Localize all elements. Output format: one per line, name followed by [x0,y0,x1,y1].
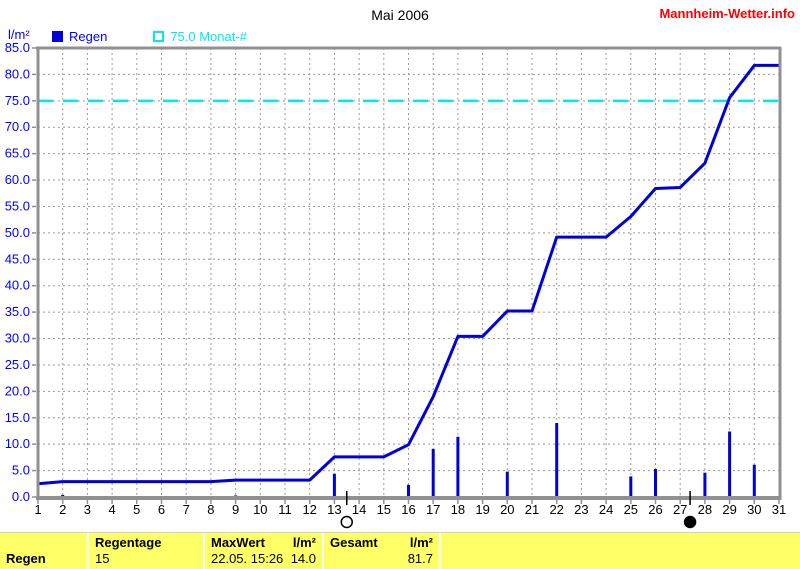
x-tick-label: 1 [34,502,41,517]
maxwert-unit: l/m² [292,535,316,550]
y-tick-label: 35.0 [5,304,30,319]
maxwert-value: 14.0 [290,551,316,566]
y-tick-label: 70.0 [5,119,30,134]
maxwert-datetime: 22.05. 15:26 [211,551,284,566]
chart-legend: Regen 75.0 Monat-# [52,29,247,44]
table-gesamt-cell: Gesamt l/m² 81.7 [322,533,439,569]
new-moon-icon [683,515,697,529]
legend-item-threshold: 75.0 Monat-# [153,29,247,44]
x-tick-label: 31 [772,502,786,517]
y-tick-label: 85.0 [5,40,30,55]
table-maxwert-cell: MaxWert l/m² 22.05. 15:26 14.0 [203,533,322,569]
y-tick-label: 30.0 [5,331,30,346]
x-tick-label: 22 [549,502,563,517]
x-tick-label: 29 [722,502,736,517]
legend-item-regen: Regen [52,29,107,44]
legend-regen-label: Regen [69,29,108,44]
x-tick-label: 28 [698,502,712,517]
x-tick-label: 10 [253,502,267,517]
y-tick-label: 40.0 [5,278,30,293]
full-moon-icon [340,515,353,529]
y-tick-label: 45.0 [5,251,30,266]
x-tick-label: 23 [574,502,588,517]
y-tick-label: 20.0 [5,383,30,398]
x-tick-label: 19 [475,502,489,517]
regentage-header: Regentage [95,535,162,550]
x-tick-label: 11 [278,502,292,517]
x-tick-label: 27 [673,502,687,517]
x-tick-label: 2 [59,502,66,517]
y-tick-label: 25.0 [5,357,30,372]
x-tick-label: 16 [401,502,415,517]
x-tick-label: 14 [352,502,366,517]
x-tick-label: 8 [207,502,214,517]
regentage-value: 15 [95,551,110,566]
legend-threshold-label: 75.0 Monat-# [170,29,247,44]
x-tick-label: 26 [648,502,662,517]
y-axis-unit-label: l/m² [8,27,30,42]
x-tick-label: 24 [599,502,613,517]
x-tick-label: 9 [232,502,239,517]
summary-table: Regen Regentage 15 MaxWert l/m² 22.05. 1… [0,532,800,569]
gesamt-unit: l/m² [409,535,433,550]
gesamt-header: Gesamt [330,535,378,550]
threshold-open-square-icon [153,31,165,42]
y-tick-label: 5.0 [12,463,30,478]
x-tick-label: 4 [108,502,115,517]
y-tick-label: 55.0 [5,198,30,213]
x-tick-label: 21 [525,502,539,517]
site-link[interactable]: Mannheim-Wetter.info [659,6,795,21]
x-tick-label: 5 [133,502,140,517]
y-tick-label: 65.0 [5,146,30,161]
rain-cumulative-chart: 0.0 5.0 10.0 15.0 20.0 25.0 30.0 35.0 40.0 45.0 50… [5,40,786,529]
table-row-label-cell: Regen [0,533,87,569]
y-tick-label: 60.0 [5,172,30,187]
x-tick-label: 7 [183,502,190,517]
regen-filled-square-icon [52,31,63,42]
y-tick-label: 15.0 [5,410,30,425]
x-tick-label: 17 [426,502,440,517]
gesamt-value: 81.7 [407,551,433,566]
x-tick-label: 3 [84,502,91,517]
maxwert-header: MaxWert [211,535,265,550]
x-tick-label: 18 [451,502,465,517]
x-tick-label: 13 [327,502,341,517]
y-tick-label: 0.0 [12,489,30,504]
x-tick-label: 15 [377,502,391,517]
cumulative-rain-line [37,63,779,486]
x-tick-label: 12 [302,502,316,517]
x-tick-label: 25 [624,502,638,517]
y-tick-label: 75.0 [5,93,30,108]
y-tick-label: 80.0 [5,66,30,81]
table-regentage-cell: Regentage 15 [87,533,203,569]
table-row-label: Regen [6,551,46,566]
x-tick-label: 20 [500,502,514,517]
chart-title: Mai 2006 [371,7,429,23]
y-tick-label: 10.0 [5,436,30,451]
table-empty-cell [439,533,800,569]
x-tick-label: 6 [158,502,165,517]
x-tick-label: 30 [747,502,761,517]
y-tick-label: 50.0 [5,225,30,240]
